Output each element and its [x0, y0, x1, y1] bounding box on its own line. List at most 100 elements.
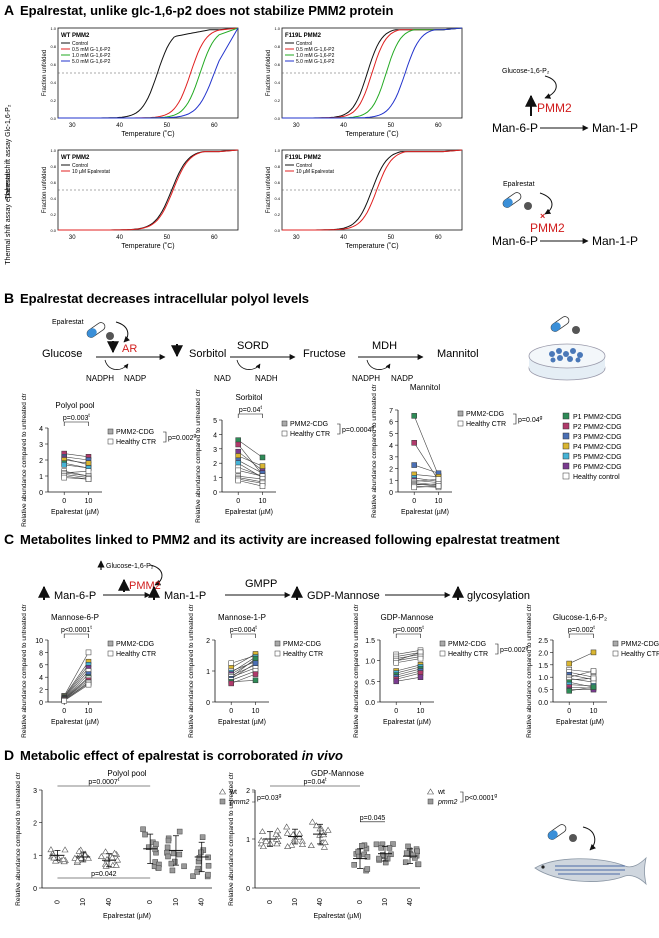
- wt-point: [59, 856, 68, 862]
- c-pathway-gmpp: GMPP: [245, 578, 277, 590]
- p-text: p<0.0001: [465, 795, 494, 802]
- legend-wt: wt: [437, 789, 445, 796]
- group-swatch-cdg: [107, 428, 114, 435]
- pair-line: [569, 678, 594, 683]
- y-tick-label: 0.8: [50, 44, 56, 49]
- pmm2-point: [382, 859, 389, 866]
- p-text: p=0.002: [568, 627, 594, 634]
- y-tick-label: 0.0: [274, 228, 280, 233]
- drug-arrow: [115, 321, 130, 343]
- legend-label: P1 PMM2-CDG: [573, 414, 622, 421]
- sample-point: [411, 413, 417, 419]
- scheme-epalrestat: Epalrestat × PMM2 Man-6-P Man-1-P: [492, 181, 638, 248]
- y-tick-label: 3: [389, 455, 393, 462]
- pair-line: [396, 670, 421, 678]
- y-tick-label: 1.0: [274, 26, 280, 31]
- group-label-cdg: PMM2-CDG: [621, 641, 659, 648]
- c-effector-arrow: [149, 564, 163, 586]
- pair-line: [64, 684, 89, 702]
- y-tick-label: 4: [389, 443, 393, 450]
- y-axis-label: Relative abundance compared to untreated…: [228, 771, 235, 906]
- group-swatch-cdg: [274, 640, 281, 647]
- pair-line: [231, 656, 256, 673]
- wt-point: [50, 854, 58, 861]
- scheme2-curved-arrow: [539, 192, 553, 215]
- plot-title: Mannitol: [410, 383, 440, 392]
- pathway-nadph2: NADPH: [352, 374, 380, 383]
- pair-line: [414, 478, 439, 482]
- legend-label: 1.0 mM G-1,6-P2: [296, 53, 335, 59]
- pmm2-point: [364, 854, 371, 860]
- group-label-ctr: Healthy CTR: [116, 651, 156, 658]
- group-label-cdg: PMM2-CDG: [283, 641, 321, 648]
- zebrafish-icon: [534, 824, 647, 886]
- pair-line: [569, 681, 594, 688]
- x-axis-label: Epalrestat (µM): [556, 719, 604, 726]
- y-tick-label: 0.2: [50, 98, 56, 103]
- sample-point: [228, 660, 234, 666]
- pair-line: [414, 482, 439, 486]
- y-tick-label: 2: [33, 821, 37, 828]
- pair-line: [238, 455, 263, 467]
- y-tick-label: 1.0: [365, 659, 375, 666]
- pmm2-point: [402, 859, 409, 866]
- side-bracket: [252, 791, 256, 803]
- pmm2-point: [351, 862, 357, 868]
- pair-line: [64, 477, 89, 480]
- pair-line: [396, 664, 421, 672]
- y-tick-label: 0.4: [50, 80, 56, 85]
- y-tick-label: 5: [213, 418, 217, 425]
- pair-line: [569, 678, 594, 680]
- panel-d-title-main: Metabolic effect of epalrestat is corrob…: [20, 748, 302, 763]
- sample-point: [259, 463, 266, 469]
- pair-line: [64, 464, 89, 469]
- legend-swatch: [562, 422, 570, 430]
- group-label-cdg: PMM2-CDG: [116, 641, 154, 648]
- y-tick-label: 0: [246, 886, 250, 893]
- group-swatch-ctr: [457, 420, 464, 427]
- pair-line: [396, 652, 421, 661]
- x-tick-label: 60: [435, 235, 442, 241]
- y-axis-label: Fraction unfolded: [42, 167, 48, 213]
- group-label-ctr: Healthy CTR: [116, 439, 156, 446]
- y-tick-label: 0.8: [274, 44, 280, 49]
- thermal-chart-1: 30 40 50 60 0.0 0.2 0.4 0.6 0.8 1.0 Temperature (˚…: [42, 26, 239, 138]
- p-text: p=0.004: [230, 627, 256, 634]
- x-axis-label: Temperature (˚C): [345, 242, 398, 250]
- pair-line: [414, 479, 439, 483]
- p-superscript: t: [90, 625, 92, 631]
- pmm2-point: [142, 831, 148, 838]
- x-tick-label: 50: [164, 123, 171, 129]
- pmm2-point: [196, 855, 203, 861]
- pair-line: [414, 464, 439, 474]
- sample-point: [435, 476, 442, 482]
- pair-line: [63, 664, 89, 698]
- c-pathway-pmm2: PMM2: [129, 580, 161, 592]
- pair-line: [231, 670, 256, 681]
- y-axis-label: Relative abundance compared to untreated…: [195, 388, 202, 523]
- wt-point: [74, 857, 82, 864]
- y-tick-label: 0.0: [365, 700, 375, 707]
- sample-point: [411, 440, 417, 446]
- p-superscript: g: [494, 793, 497, 799]
- scheme1-effector: Glucose-1,6-P₂: [502, 68, 550, 75]
- legend-label: Control: [296, 41, 312, 47]
- patient-legend: P1 PMM2-CDG P2 PMM2-CDG P3 PMM2-CDG P4 PMM2…: [562, 412, 622, 481]
- y-axis-label: Fraction unfolded: [42, 50, 48, 96]
- x-tick-label: 0: [62, 498, 66, 505]
- group-swatch-ctr: [612, 650, 619, 657]
- group-swatch-ctr: [439, 650, 446, 657]
- x-tick-label: 50: [164, 235, 171, 241]
- wt-point: [274, 827, 282, 834]
- x-tick-label: 10: [382, 898, 389, 906]
- p-text: p<0.0001: [61, 627, 90, 634]
- sample-point: [228, 680, 234, 687]
- wt-point: [324, 826, 332, 833]
- y-tick-label: 0.6: [50, 62, 56, 67]
- group-label-ctr: Healthy CTR: [448, 651, 488, 658]
- group-p-value: p=0.04g: [518, 415, 543, 424]
- x-axis-label: Epalrestat (µM): [51, 509, 99, 516]
- y-tick-label: 0: [33, 886, 37, 893]
- y-tick-label: 0.0: [50, 228, 56, 233]
- group-bracket: [513, 413, 517, 425]
